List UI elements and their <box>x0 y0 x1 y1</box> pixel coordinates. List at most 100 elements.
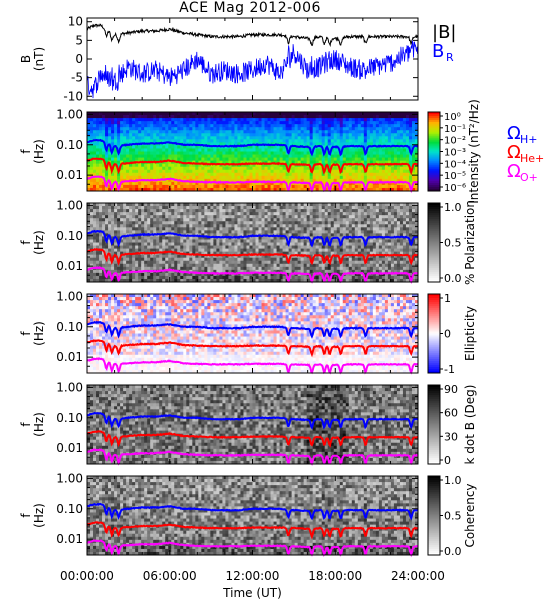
ellipticity-panel: 1.00 0.10 0.01 f (Hz) 1 0 -1 Ellipticity <box>19 289 477 376</box>
legend-b-radial-subscript: R <box>446 51 454 64</box>
colorbar-tick-label: 10⁻⁶ <box>444 183 466 194</box>
colorbar-tick-label: 0.5 <box>444 237 462 250</box>
colorbar-label: % Polarization <box>463 200 477 285</box>
x-tick-label: 12:00:00 <box>226 569 280 583</box>
legend-omega-hplus: Ω <box>507 123 521 144</box>
y-tick-label: 1.00 <box>56 289 83 303</box>
y-tick-label: 0.10 <box>56 320 83 334</box>
k-dot-b-panel: 1.00 0.10 0.01 f (Hz) 90 60 30 0 k dot B (Deg) <box>19 380 477 467</box>
gyrofrequency-line-hplus <box>87 138 419 157</box>
gyrofrequency-line-hplus <box>86 229 418 248</box>
y-tick-label: -10 <box>63 89 83 103</box>
legend-b-radial: B <box>432 41 444 62</box>
colorbar-tick-label: -1 <box>444 363 455 376</box>
gyrofrequency-line-heplus <box>86 248 419 266</box>
gyrofrequency-line-heplus <box>86 339 419 358</box>
gyrofrequency-line-oplus <box>86 448 419 466</box>
gyrofrequency-line-hplus <box>86 320 419 339</box>
y-axis-label: B <box>19 55 33 63</box>
y-tick-label: 0.01 <box>56 350 83 364</box>
legend-omega-oplus: Ω <box>507 161 521 182</box>
y-axis-unit: (Hz) <box>32 139 46 164</box>
colorbar-label: Coherency <box>463 483 477 547</box>
y-axis-label: f <box>19 331 33 336</box>
x-tick-label: 06:00:00 <box>143 569 197 583</box>
y-axis-label: f <box>19 513 33 518</box>
y-axis-label: f <box>19 149 33 154</box>
y-tick-label: 0.01 <box>56 168 83 182</box>
colorbar-tick-label: 10⁻⁵ <box>444 171 466 182</box>
colorbar-tick-label: 0 <box>444 328 451 341</box>
y-tick-label: 1.00 <box>56 198 83 212</box>
series-line-b-radial <box>86 39 419 99</box>
colorbar-tick-label: 1.0 <box>444 201 462 214</box>
colorbar-tick-label: 1 <box>444 292 451 305</box>
power-spectrum-panel: 1.00 0.10 0.01 f (Hz) 10⁰10⁻¹10⁻²10⁻³10⁻⁴10⁻⁵… <box>19 99 481 204</box>
y-axis-unit: (Hz) <box>32 321 46 346</box>
gyrofrequency-legend: Ω H+Ω He+Ω O+ <box>507 123 544 184</box>
y-axis-unit: (Hz) <box>32 503 46 528</box>
colorbar-tick-label: 10⁰ <box>444 112 461 123</box>
y-tick-label: 0.10 <box>56 502 83 516</box>
gyrofrequency-line-oplus <box>86 175 419 194</box>
y-tick-label: 1.00 <box>56 471 83 485</box>
colorbar-label: Ellipticity <box>463 306 477 361</box>
legend-subscript-heplus: He+ <box>520 152 544 165</box>
colorbar-tick-label: 0.0 <box>444 272 462 285</box>
colorbar-tick-label: 0.5 <box>444 510 462 523</box>
legend-subscript-hplus: H+ <box>520 133 538 146</box>
k-dot-b-colorbar: 90 60 30 0 k dot B (Deg) <box>427 383 477 467</box>
colorbar-tick-label: 0 <box>444 454 451 467</box>
y-tick-label: -5 <box>71 71 83 85</box>
gyrofrequency-line-oplus <box>86 539 419 558</box>
gyrofrequency-line-hplus <box>86 502 419 521</box>
y-axis-label: f <box>19 240 33 245</box>
y-tick-label: 0.01 <box>56 441 83 455</box>
y-tick-label: 0.01 <box>56 259 83 273</box>
x-tick-label: 18:00:00 <box>308 569 362 583</box>
ellipticity-heatmap-cells <box>87 294 419 374</box>
gyrofrequency-line-oplus <box>86 357 419 375</box>
polarization-heatmap-cells <box>87 203 419 283</box>
y-tick-label: 0 <box>75 52 83 66</box>
colorbar-label: Intensity (nT²/Hz) <box>467 99 481 204</box>
y-axis-unit: (nT) <box>32 47 46 71</box>
colorbar-tick-label: 90 <box>444 383 458 396</box>
colorbar-tick-label: 60 <box>444 407 458 420</box>
legend-b-magnitude: |B| <box>432 22 456 43</box>
x-axis-label: Time (UT) <box>222 586 282 600</box>
colorbar-tick-label: 30 <box>444 430 458 443</box>
y-tick-label: 1.00 <box>56 107 83 121</box>
colorbar-tick-label: 10⁻³ <box>444 148 466 159</box>
y-tick-label: 0.10 <box>56 138 83 152</box>
legend-subscript-oplus: O+ <box>520 171 538 184</box>
gyrofrequency-line-oplus <box>86 265 419 285</box>
y-axis-label: f <box>19 422 33 427</box>
series-line-b-magnitude <box>86 23 419 48</box>
y-axis-unit: (Hz) <box>32 412 46 437</box>
colorbar-tick-label: 10⁻⁴ <box>444 159 466 170</box>
gyrofrequency-line-hplus <box>86 411 419 430</box>
gyrofrequency-line-heplus <box>86 430 419 448</box>
gyrofrequency-line-heplus <box>86 521 419 540</box>
legend-omega-heplus: Ω <box>507 142 521 163</box>
ellipticity-colorbar: 1 0 -1 Ellipticity <box>427 292 477 376</box>
y-tick-label: 0.10 <box>56 229 83 243</box>
colorbar-tick-label: 1.0 <box>444 474 462 487</box>
x-tick-label: 24:00:00 <box>391 569 445 583</box>
y-tick-label: 0.10 <box>56 411 83 425</box>
gyrofrequency-line-heplus <box>86 157 419 176</box>
colorbar-tick-label: 10⁻² <box>444 136 466 147</box>
colorbar-tick-label: 0.0 <box>444 545 462 558</box>
y-tick-label: 10 <box>68 15 83 29</box>
y-axis-unit: (Hz) <box>32 230 46 255</box>
colorbar-label: k dot B (Deg) <box>463 385 477 465</box>
figure-title: ACE Mag 2012-006 <box>179 0 321 16</box>
colorbar-tick-label: 10⁻¹ <box>444 124 466 135</box>
colorbar-frame <box>427 384 441 465</box>
